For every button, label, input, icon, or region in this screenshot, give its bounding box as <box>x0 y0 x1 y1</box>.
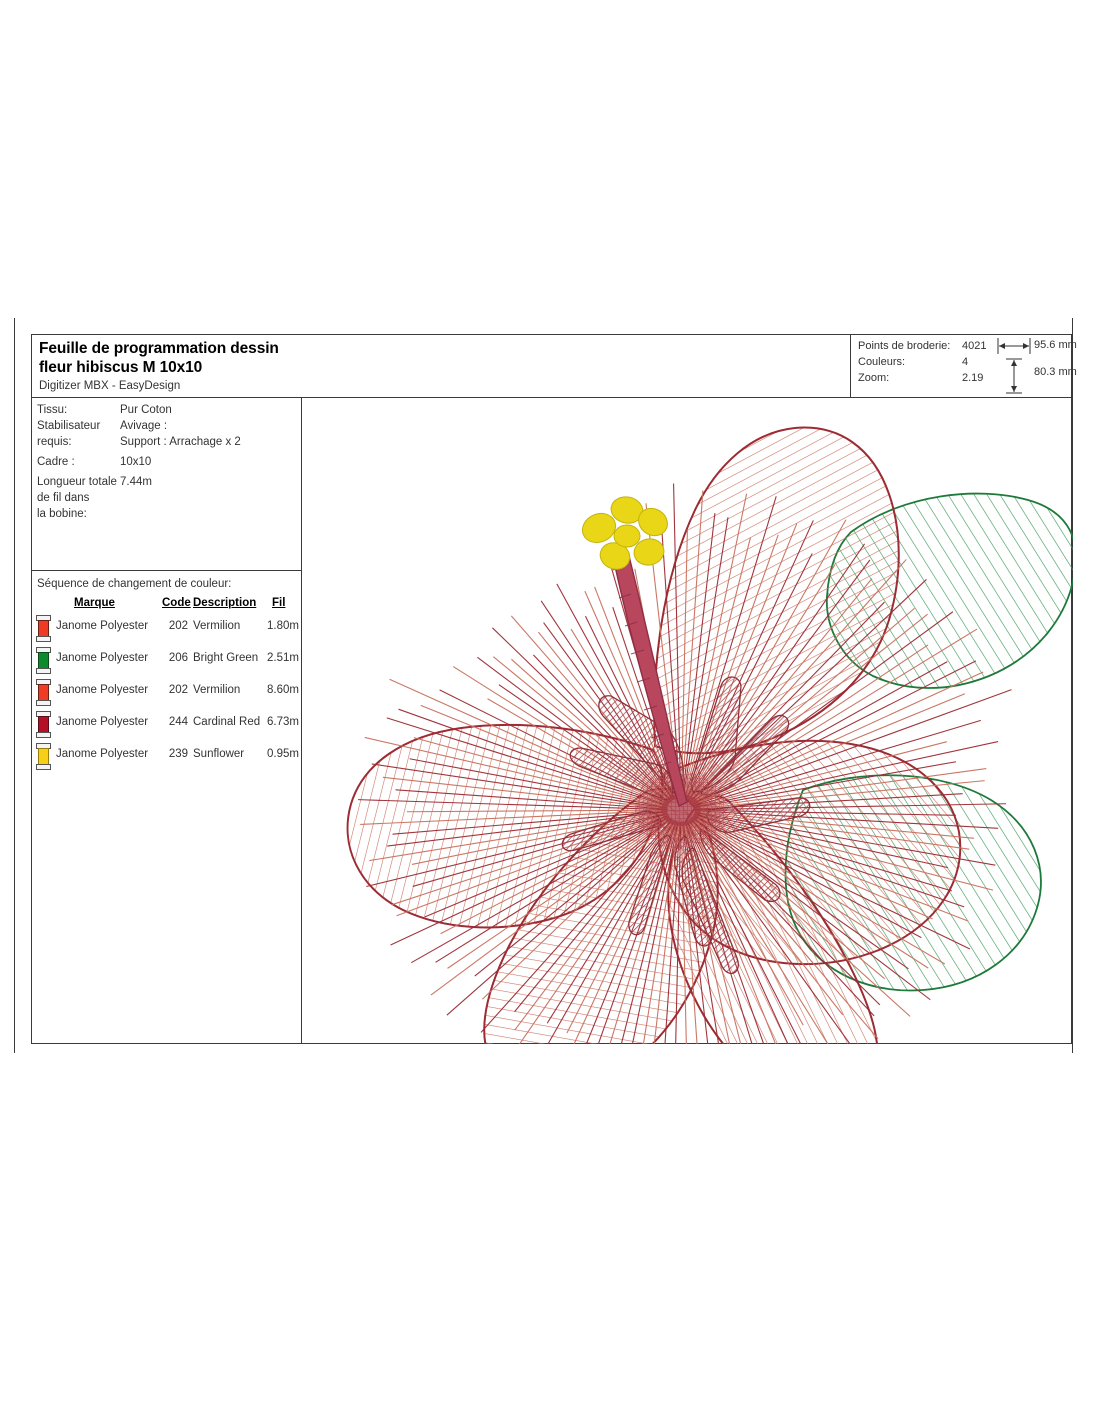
thread-brand: Janome Polyester <box>56 620 149 632</box>
color-row[interactable]: Janome Polyester 202 Vermilion 1.80m <box>32 613 302 645</box>
stabilizer-value-2: Support : Arrachage x 2 <box>120 436 241 448</box>
thread-code: 202 <box>168 684 188 696</box>
fabric-label: Tissu: <box>37 404 68 416</box>
thread-length: 1.80m <box>267 620 299 632</box>
zoom-value: 2.19 <box>962 372 984 384</box>
page-title-line1: Feuille de programmation dessin <box>39 340 279 357</box>
column-header-description: Description <box>193 597 257 609</box>
anthers <box>581 496 668 570</box>
page-rail-left <box>14 318 15 1053</box>
thread-code: 206 <box>168 652 188 664</box>
thread-length: 6.73m <box>267 716 299 728</box>
bobbin-length-label: Longueur totale <box>37 476 117 488</box>
thread-code: 202 <box>168 620 188 632</box>
column-header-thread: Fil <box>272 597 286 609</box>
software-subtitle: Digitizer MBX - EasyDesign <box>39 380 181 392</box>
thread-length: 8.60m <box>267 684 299 696</box>
info-separator <box>32 570 302 571</box>
dimension-indicator <box>994 335 1073 398</box>
fabric-value: Pur Coton <box>120 404 172 416</box>
thread-description: Sunflower <box>193 748 245 760</box>
thread-description: Bright Green <box>193 652 259 664</box>
thread-description: Vermilion <box>193 684 241 696</box>
thread-spool-icon <box>36 743 51 771</box>
design-height-label: 80.3 mm <box>1034 366 1077 378</box>
design-preview <box>303 398 1073 1044</box>
flower-center <box>635 772 727 848</box>
stitch-count-value: 4021 <box>962 340 987 352</box>
color-row[interactable]: Janome Polyester 244 Cardinal Red 6.73m <box>32 709 302 741</box>
header-divider <box>850 335 851 398</box>
stabilizer-value: Avivage : <box>120 420 168 432</box>
color-row[interactable]: Janome Polyester 239 Sunflower 0.95m <box>32 741 302 773</box>
thread-brand: Janome Polyester <box>56 748 149 760</box>
header-band: Feuille de programmation dessin fleur hi… <box>32 335 1077 398</box>
bobbin-length-value: 7.44m <box>120 476 152 488</box>
bobbin-label-2: de fil dans <box>37 492 90 504</box>
stitch-count-label: Points de broderie: <box>858 340 951 352</box>
color-row[interactable]: Janome Polyester 202 Vermilion 8.60m <box>32 677 302 709</box>
thread-length: 2.51m <box>267 652 299 664</box>
thread-spool-icon <box>36 647 51 675</box>
zoom-label: Zoom: <box>858 372 890 384</box>
thread-spool-icon <box>36 711 51 739</box>
color-count-label: Couleurs: <box>858 356 906 368</box>
page-title-line2: fleur hibiscus M 10x10 <box>39 359 203 376</box>
thread-description: Vermilion <box>193 620 241 632</box>
stabilizer-label-2: requis: <box>37 436 72 448</box>
color-row[interactable]: Janome Polyester 206 Bright Green 2.51m <box>32 645 302 677</box>
thread-brand: Janome Polyester <box>56 684 149 696</box>
color-sequence-title: Séquence de changement de couleur: <box>37 578 232 590</box>
bobbin-label-3: la bobine: <box>37 508 87 520</box>
sheet-table: Feuille de programmation dessin fleur hi… <box>31 334 1077 1044</box>
column-header-code: Code <box>162 597 191 609</box>
hoop-label: Cadre : <box>37 456 75 468</box>
page-rail-right <box>1072 318 1073 1053</box>
design-width-label: 95.6 mm <box>1034 339 1077 351</box>
thread-brand: Janome Polyester <box>56 716 149 728</box>
thread-length: 0.95m <box>267 748 299 760</box>
hibiscus-artwork <box>346 426 1073 1044</box>
column-header-brand: Marque <box>74 597 115 609</box>
stabilizer-label: Stabilisateur <box>37 420 101 432</box>
thread-code: 239 <box>168 748 188 760</box>
petal-veins <box>561 676 811 974</box>
thread-description: Cardinal Red <box>193 716 261 728</box>
color-count-value: 4 <box>962 356 969 368</box>
thread-spool-icon <box>36 679 51 707</box>
thread-code: 244 <box>168 716 188 728</box>
info-panel: Tissu: Pur Coton Stabilisateur Avivage :… <box>32 398 302 1044</box>
thread-spool-icon <box>36 615 51 643</box>
thread-brand: Janome Polyester <box>56 652 149 664</box>
hoop-value: 10x10 <box>120 456 152 468</box>
